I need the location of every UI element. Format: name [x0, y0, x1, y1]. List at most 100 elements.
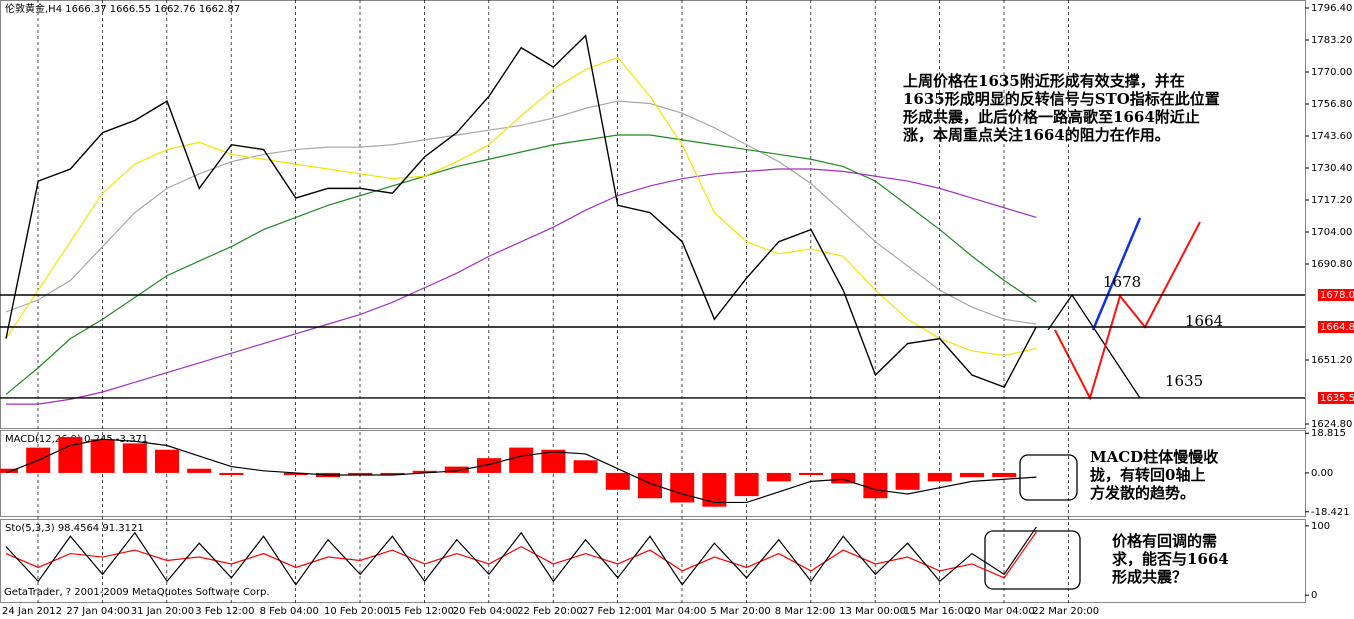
- sto-panel: [0, 519, 1306, 603]
- y-tick-label: 1770.00: [1311, 67, 1352, 78]
- x-tick-label: 5 Mar 20:00: [710, 606, 770, 617]
- y-tick-label: 1717.20: [1311, 195, 1352, 206]
- histogram-bar: [444, 466, 469, 473]
- y-tick-label: 18.815: [1311, 428, 1346, 439]
- x-tick-label: 20 Mar 04:00: [968, 606, 1035, 617]
- level-value: 1664.81: [1320, 322, 1354, 333]
- price-panel: [0, 0, 1306, 429]
- series-line: [5, 100, 1037, 325]
- series-line: [5, 526, 1037, 586]
- x-tick-label: 27 Feb 12:00: [582, 606, 648, 617]
- macd-highlight: [1019, 454, 1078, 501]
- level-note: 1664: [1185, 312, 1223, 330]
- y-tick-label: 1756.80: [1311, 99, 1352, 110]
- level-value: 1635.54: [1320, 393, 1354, 404]
- histogram-bar: [541, 449, 566, 473]
- histogram-bar: [573, 460, 598, 473]
- annotation: 涨，本周重点关注1664的阻力在作用。: [903, 126, 1170, 144]
- histogram-bar: [863, 472, 888, 499]
- annotation: 方发散的趋势。: [1090, 484, 1195, 502]
- level-box: [1318, 289, 1354, 302]
- x-tick-label: 22 Feb 20:00: [517, 606, 583, 617]
- series-line: [6, 168, 1037, 405]
- histogram-bar: [766, 472, 791, 482]
- annotation: 求，能否与1664: [1112, 550, 1229, 568]
- histogram-bar: [605, 472, 630, 490]
- histogram-bar: [0, 468, 18, 473]
- histogram-bar: [155, 449, 179, 473]
- y-tick-label: 1624.80: [1311, 419, 1352, 430]
- histogram-bar: [348, 472, 373, 476]
- x-tick-label: 15 Feb 12:00: [388, 606, 454, 617]
- level-box: [1318, 321, 1354, 334]
- x-tick-label: 15 Mar 16:00: [904, 606, 971, 617]
- panel-title: 伦敦黄金,H4 1666.37 1666.55 1662.76 1662.87: [5, 2, 240, 15]
- histogram-bar: [638, 472, 662, 499]
- histogram-bar: [670, 472, 695, 503]
- y-tick-label: 1796.40: [1311, 3, 1352, 14]
- y-tick-label: 100: [1311, 521, 1330, 532]
- x-tick-label: 24 Jan 2012: [2, 606, 62, 617]
- x-tick-label: 20 Feb 04:00: [453, 606, 519, 617]
- annotation: 拢，有转回0轴上: [1090, 466, 1205, 484]
- level-label: 1635.54: [1318, 391, 1354, 404]
- histogram-bar: [219, 472, 244, 476]
- y-tick-label: 1743.60: [1311, 131, 1352, 142]
- x-tick-label: 31 Jan 20:00: [131, 606, 194, 617]
- histogram-bar: [58, 437, 83, 473]
- histogram-bar: [895, 472, 920, 490]
- sto-highlight: [984, 530, 1081, 590]
- level-note: 1635: [1165, 372, 1203, 390]
- histogram-bar: [734, 472, 759, 497]
- histogram-bar: [380, 472, 405, 476]
- macd-panel: [0, 430, 1306, 517]
- x-tick-label: 22 Mar 20:00: [1032, 606, 1099, 617]
- x-tick-label: 8 Mar 12:00: [775, 606, 835, 617]
- histogram-bar: [187, 468, 212, 473]
- annotation: 价格有回调的需: [1112, 532, 1217, 550]
- projection-red: [1054, 221, 1201, 401]
- x-tick-label: 3 Feb 12:00: [195, 606, 254, 617]
- histogram-bar: [283, 472, 308, 476]
- series-line: [5, 34, 1038, 389]
- level-label: 1664.81: [1318, 321, 1354, 334]
- annotation: 形成共震，此后价格一路高歌至1664附近止: [903, 108, 1200, 126]
- histogram-bar: [831, 472, 856, 484]
- y-tick-label: 1651.20: [1311, 355, 1352, 366]
- annotation: 1635形成明显的反转信号与STO指标在此位置: [903, 90, 1220, 108]
- y-tick-label: 1783.20: [1311, 35, 1352, 46]
- y-tick-label: -18.421: [1311, 507, 1350, 518]
- histogram-bar: [122, 443, 147, 473]
- histogram-bar: [412, 470, 437, 473]
- level-box: [1318, 391, 1354, 404]
- footer: GetaTrader, ? 2001-2009 MetaQuotes Softw…: [4, 587, 270, 598]
- y-tick-label: 1690.80: [1311, 259, 1352, 270]
- level-note: 1678: [1103, 273, 1141, 291]
- x-tick-label: 13 Mar 00:00: [839, 606, 906, 617]
- y-tick-label: 1730.40: [1311, 163, 1352, 174]
- series-line: [5, 438, 1037, 504]
- y-tick-label: 0.00: [1311, 468, 1333, 479]
- series-line: [5, 531, 1037, 579]
- histogram-bar: [960, 472, 984, 478]
- annotation: 上周价格在1635附近形成有效支撑，并在: [903, 72, 1185, 90]
- level-value: 1678.01: [1320, 290, 1354, 301]
- panel-title: Sto(5,3,3) 98.4564 91.3121: [5, 523, 144, 534]
- x-tick-label: 8 Feb 04:00: [260, 606, 319, 617]
- annotation: 形成共震？: [1112, 568, 1187, 586]
- y-tick-label: 0: [1311, 590, 1317, 601]
- level-label: 1678.01: [1318, 289, 1354, 302]
- histogram-bar: [509, 447, 534, 473]
- histogram-bar: [90, 439, 115, 473]
- x-tick-label: 27 Jan 04:00: [66, 606, 129, 617]
- histogram-bar: [477, 458, 501, 473]
- projection-blue: [1091, 217, 1142, 331]
- histogram-bar: [992, 472, 1017, 478]
- x-tick-label: 10 Feb 20:00: [324, 606, 390, 617]
- histogram-bar: [702, 472, 727, 507]
- histogram-bar: [799, 472, 823, 476]
- series-line: [5, 56, 1037, 357]
- y-tick-label: 1704.00: [1311, 227, 1352, 238]
